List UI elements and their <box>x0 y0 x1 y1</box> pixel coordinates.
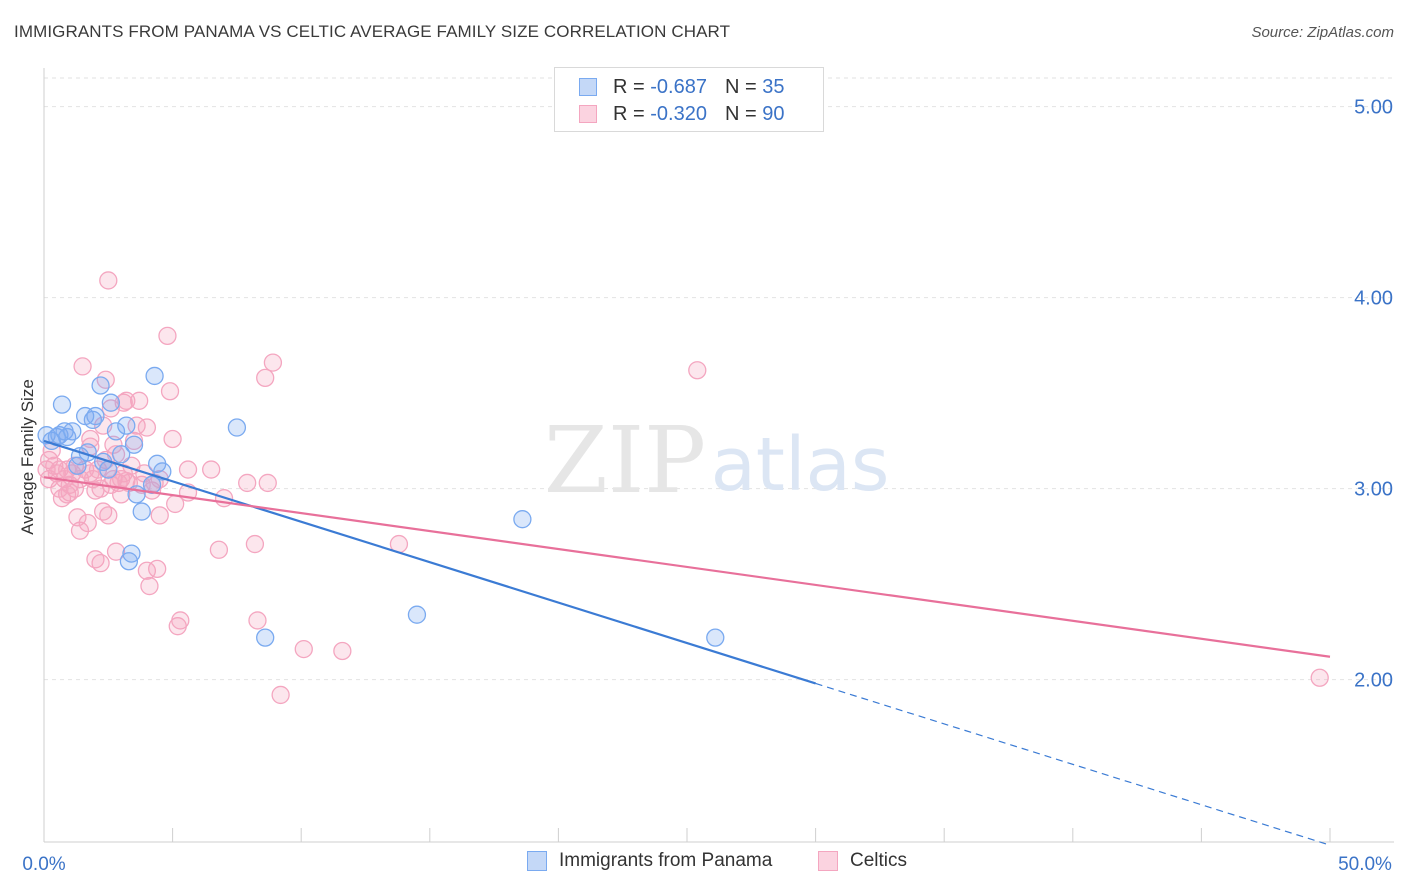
celtics-point <box>99 506 118 525</box>
panama-point <box>91 376 110 395</box>
legend-row-celtics: R = -0.320 N = 90 <box>579 101 784 127</box>
panama-point <box>227 418 247 437</box>
panama-point <box>106 422 126 441</box>
celtics-point <box>248 611 267 630</box>
celtics-point <box>150 506 169 525</box>
legend-n-label: N = <box>724 102 757 125</box>
legend-n-value: 90 <box>762 102 785 125</box>
source-label: Source: ZipAtlas.com <box>1251 24 1394 41</box>
celtics-point <box>271 685 290 705</box>
y-tick-label: 2.00 <box>1354 670 1393 692</box>
celtics-point <box>137 418 157 437</box>
trend-lines <box>43 439 1331 846</box>
correlation-legend: R = -0.687 N = 35 R = -0.320 N = 90 <box>554 67 824 132</box>
x-tick-label: 50.0% <box>1338 854 1392 875</box>
series-legend: Immigrants from Panama Celtics <box>0 850 1406 878</box>
panama-point <box>86 406 105 426</box>
watermark-atlas: atlas <box>711 422 890 508</box>
panama-point <box>513 510 532 529</box>
legend-n-label: N = <box>724 75 757 98</box>
celtics-point <box>158 326 177 346</box>
celtics-point <box>70 521 90 540</box>
y-tick-label: 5.00 <box>1354 97 1393 119</box>
legend-swatch-panama <box>527 851 547 871</box>
legend-swatch-celtics <box>818 851 838 871</box>
y-tick-label: 3.00 <box>1354 479 1393 501</box>
celtics-point <box>178 460 198 479</box>
grid-lines <box>44 77 1394 681</box>
tick-labels: 2.00 3.00 4.00 5.00 0.0% 50.0% <box>22 97 1393 875</box>
legend-r-label: R = <box>613 75 645 98</box>
celtics-trend-line <box>43 476 1331 658</box>
panama-point <box>124 435 144 454</box>
celtics-point <box>245 534 265 554</box>
panama-point <box>63 422 82 441</box>
y-axis-title: Average Family Size <box>18 379 37 535</box>
celtics-point <box>99 271 118 290</box>
celtics-point <box>140 576 159 596</box>
x-tick-label: 0.0% <box>22 854 65 875</box>
panama-point <box>101 393 121 412</box>
panama-point <box>132 502 151 521</box>
panama-point <box>57 427 77 447</box>
celtics-point <box>160 382 180 401</box>
panama-point <box>256 628 275 647</box>
celtics-point <box>114 393 133 412</box>
legend-swatch-celtics <box>579 105 597 123</box>
legend-r-value: -0.687 <box>650 75 707 98</box>
legend-label-celtics: Celtics <box>850 850 908 871</box>
panama-point <box>52 395 72 414</box>
celtics-point <box>130 391 149 410</box>
celtics-point <box>202 460 221 479</box>
celtics-point <box>209 540 229 559</box>
celtics-point <box>78 513 97 533</box>
panama-point <box>706 628 725 647</box>
celtics-point <box>294 639 313 659</box>
legend-r-value: -0.320 <box>650 102 707 125</box>
celtics-point <box>238 473 257 493</box>
celtics-point <box>106 542 126 561</box>
celtics-point <box>171 611 190 630</box>
panama-point <box>122 544 141 563</box>
panama-point <box>145 366 164 386</box>
series-panama <box>37 366 725 647</box>
legend-n-value: 35 <box>762 75 785 98</box>
celtics-point <box>91 553 110 573</box>
celtics-point <box>117 391 136 410</box>
celtics-point <box>96 370 115 389</box>
celtics-point <box>81 429 100 449</box>
panama-point <box>407 605 427 624</box>
legend-item-panama: Immigrants from Panama <box>527 850 772 872</box>
panama-point <box>117 416 136 435</box>
legend-r-label: R = <box>613 102 645 125</box>
legend-item-celtics: Celtics <box>818 850 907 872</box>
celtics-point <box>73 357 92 376</box>
legend-row-panama: R = -0.687 N = 35 <box>579 74 784 100</box>
panama-trend-line <box>43 439 816 685</box>
celtics-point <box>57 485 77 504</box>
celtics-point <box>688 361 707 380</box>
chart-title: IMMIGRANTS FROM PANAMA VS CELTIC AVERAGE… <box>14 22 731 41</box>
celtics-point <box>1310 668 1329 687</box>
celtics-point <box>68 508 87 527</box>
celtics-point <box>263 353 283 372</box>
celtics-point <box>256 368 275 388</box>
panama-trend-extension <box>815 682 1331 846</box>
watermark-zip: ZIP <box>544 407 706 514</box>
legend-swatch-panama <box>579 78 597 96</box>
celtics-point <box>258 473 277 493</box>
celtics-point <box>163 429 182 449</box>
celtics-point <box>148 559 167 579</box>
y-tick-label: 4.00 <box>1354 288 1393 310</box>
panama-point <box>112 445 131 464</box>
celtics-point <box>333 641 352 661</box>
legend-label-panama: Immigrants from Panama <box>559 850 773 871</box>
